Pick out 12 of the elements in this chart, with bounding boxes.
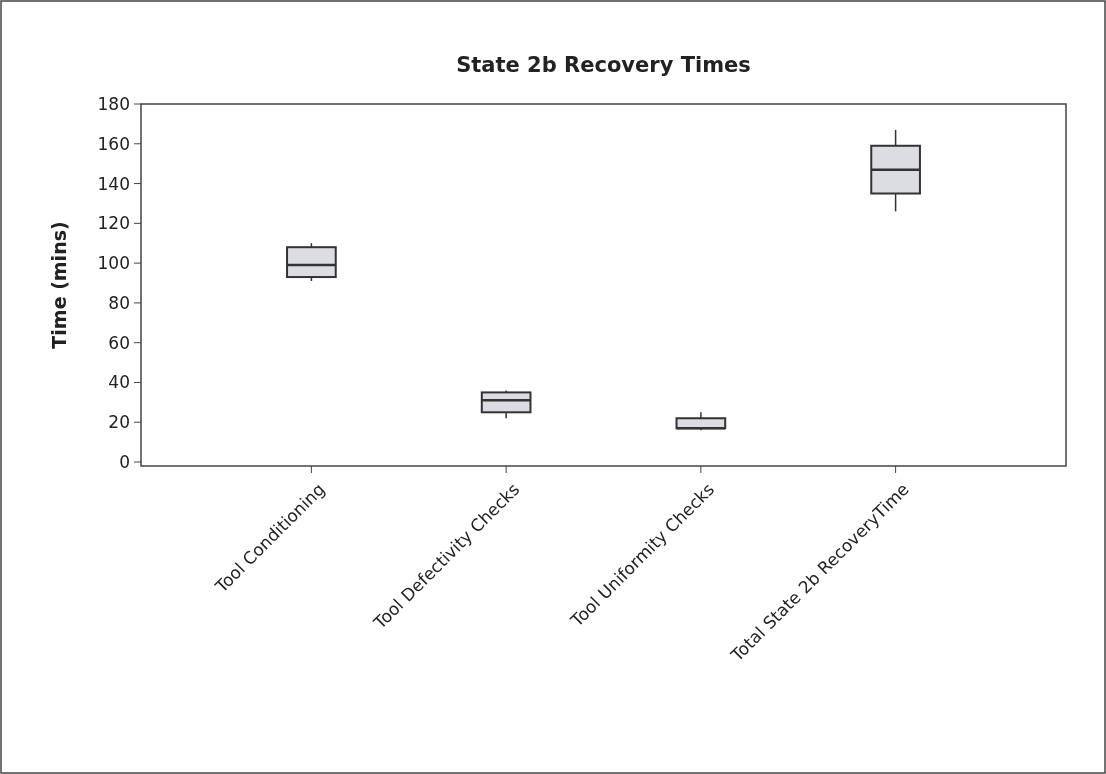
y-tick-label: 160 <box>97 133 130 154</box>
y-tick-label: 120 <box>97 213 130 234</box>
y-tick-label: 20 <box>108 412 130 433</box>
y-tick-label: 180 <box>97 93 130 114</box>
y-tick-label: 140 <box>97 173 130 194</box>
y-tick-label: 80 <box>108 292 130 313</box>
chart-title: State 2b Recovery Times <box>456 53 751 77</box>
y-axis-title: Time (mins) <box>48 221 70 349</box>
y-tick-label: 100 <box>97 253 130 274</box>
y-tick-label: 60 <box>108 332 130 353</box>
y-tick-label: 40 <box>108 372 130 393</box>
y-tick-label: 0 <box>119 451 130 472</box>
